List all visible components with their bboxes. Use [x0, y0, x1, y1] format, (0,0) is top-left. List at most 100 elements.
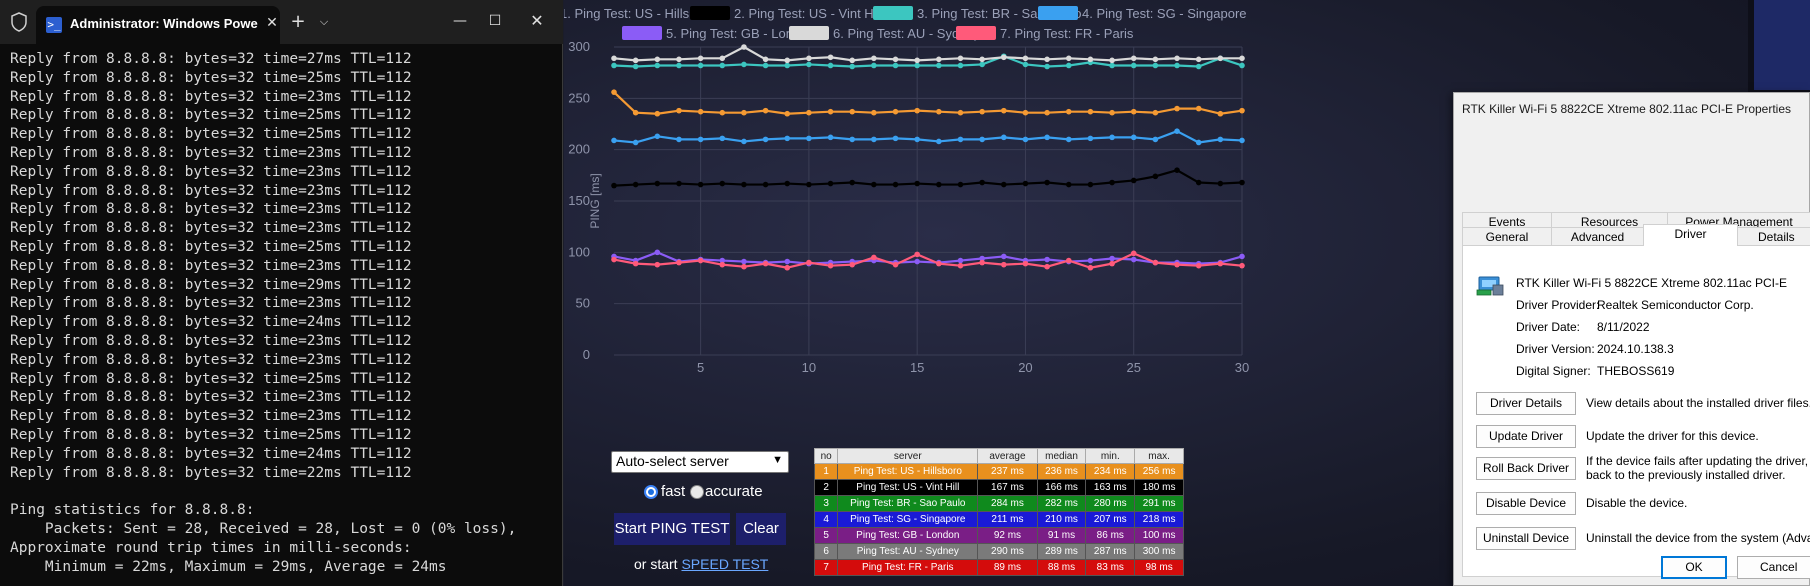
data-point	[1239, 107, 1245, 114]
chevron-down-icon[interactable]: ⌵	[319, 15, 329, 28]
data-point	[741, 258, 747, 265]
driver-date-label: Driver Date:	[1516, 320, 1581, 334]
data-point	[1174, 55, 1180, 62]
new-tab-icon[interactable]: +	[290, 11, 306, 32]
tab-advanced[interactable]: Advanced	[1551, 227, 1644, 246]
data-point	[1217, 180, 1224, 187]
data-point	[871, 109, 877, 116]
minimize-icon[interactable]: —	[453, 13, 467, 29]
data-point	[632, 63, 639, 70]
data-point	[1195, 262, 1202, 269]
maximize-icon[interactable]: ☐	[488, 13, 502, 29]
terminal-output[interactable]: Reply from 8.8.8.8: bytes=32 time=27ms T…	[10, 50, 555, 586]
data-point	[1152, 109, 1159, 116]
data-point	[1239, 55, 1245, 62]
terminal-line: Reply from 8.8.8.8: bytes=32 time=23ms T…	[10, 408, 412, 425]
fast-radio[interactable]	[644, 485, 658, 499]
data-point	[957, 62, 964, 69]
results-cell-no: 7	[813, 559, 839, 576]
y-tick-label: 250	[568, 90, 590, 105]
data-point	[1109, 260, 1115, 267]
data-point	[784, 135, 791, 142]
data-point	[1044, 263, 1050, 270]
fast-radio-label[interactable]: fast	[661, 483, 686, 500]
data-point	[1000, 107, 1007, 114]
accurate-radio-label[interactable]: accurate	[705, 483, 763, 500]
start-ping-test-button[interactable]: Start PING TEST	[614, 513, 730, 545]
roll-back-driver-button[interactable]: Roll Back Driver	[1476, 457, 1576, 480]
series-line	[613, 91, 1243, 115]
speed-test-link[interactable]: SPEED TEST	[681, 556, 769, 572]
tab-driver[interactable]: Driver	[1643, 224, 1738, 246]
data-point	[1239, 253, 1245, 260]
results-header-cell: min.	[1085, 448, 1136, 464]
uninstall-device-button[interactable]: Uninstall Device	[1476, 527, 1576, 550]
results-header-cell: median	[1036, 448, 1087, 464]
y-tick-label: 150	[568, 193, 590, 208]
data-point	[1174, 167, 1180, 173]
data-point	[892, 56, 899, 63]
close-tab-icon[interactable]: ✕	[266, 15, 278, 31]
data-point	[871, 55, 877, 62]
data-point	[1174, 128, 1180, 134]
y-tick-label: 50	[576, 296, 590, 311]
data-point	[1239, 137, 1245, 144]
data-point	[741, 44, 747, 50]
data-point	[1152, 259, 1159, 266]
tab-general[interactable]: General	[1462, 227, 1552, 246]
data-point	[1239, 262, 1245, 269]
terminal-line: Reply from 8.8.8.8: bytes=32 time=25ms T…	[10, 238, 412, 255]
terminal-titlebar[interactable]: >_ Administrator: Windows Powe ✕ + ⌵ — ☐…	[0, 0, 563, 44]
results-cell-median: 91 ms	[1036, 527, 1087, 544]
results-cell-max: 256 ms	[1134, 463, 1184, 480]
update-driver-desc: Update the driver for this device.	[1586, 429, 1759, 443]
update-driver-button[interactable]: Update Driver	[1476, 425, 1576, 448]
network-adapter-icon	[1476, 276, 1504, 296]
data-point	[871, 181, 877, 188]
data-point	[979, 259, 985, 266]
uninstall-device-desc: Uninstall the device from the system (Ad…	[1586, 531, 1810, 545]
terminal-line: Reply from 8.8.8.8: bytes=32 time=24ms T…	[10, 445, 412, 462]
data-point	[676, 136, 682, 143]
dialog-title: RTK Killer Wi-Fi 5 8822CE Xtreme 802.11a…	[1462, 102, 1792, 116]
server-select[interactable]: Auto-select server ▼	[611, 451, 789, 473]
data-point	[741, 61, 747, 68]
results-cell-server: Ping Test: BR - Sao Paulo	[837, 495, 979, 512]
data-point	[957, 257, 964, 264]
results-cell-server: Ping Test: US - Hillsboro	[837, 463, 979, 480]
results-cell-server: Ping Test: GB - London	[837, 527, 979, 544]
device-name: RTK Killer Wi-Fi 5 8822CE Xtreme 802.11a…	[1516, 276, 1787, 290]
data-point	[914, 62, 920, 69]
data-point	[957, 55, 964, 62]
data-point	[914, 136, 920, 143]
terminal-line: Reply from 8.8.8.8: bytes=32 time=23ms T…	[10, 295, 412, 312]
results-header-cell: no	[813, 448, 839, 464]
results-cell-median: 88 ms	[1036, 559, 1087, 576]
close-icon[interactable]: ✕	[530, 11, 544, 30]
clear-button[interactable]: Clear	[736, 513, 786, 545]
x-tick-label: 30	[1235, 360, 1249, 375]
disable-device-button[interactable]: Disable Device	[1476, 492, 1576, 515]
digital-signer-value: THEBOSS619	[1597, 364, 1675, 378]
data-point	[719, 55, 726, 62]
terminal-line: Reply from 8.8.8.8: bytes=32 time=23ms T…	[10, 220, 412, 237]
data-point	[1065, 181, 1072, 188]
data-point	[827, 108, 834, 115]
data-point	[632, 57, 639, 64]
x-tick-label: 10	[802, 360, 816, 375]
data-point	[784, 62, 791, 69]
data-point	[871, 62, 877, 69]
driver-details-button[interactable]: Driver Details	[1476, 392, 1576, 415]
data-point	[784, 110, 791, 117]
accurate-radio[interactable]	[690, 485, 704, 499]
data-point	[914, 107, 920, 114]
legend-swatch	[622, 26, 662, 40]
driver-version-label: Driver Version:	[1516, 342, 1595, 356]
tab-resources[interactable]: Resources	[1551, 212, 1668, 231]
terminal-tab[interactable]: >_ Administrator: Windows Powe ✕	[36, 6, 280, 44]
ok-button[interactable]: OK	[1661, 556, 1727, 579]
tab-details[interactable]: Details	[1737, 227, 1810, 246]
legend-swatch	[956, 26, 996, 40]
data-point	[1109, 134, 1115, 141]
cancel-button[interactable]: Cancel	[1737, 556, 1810, 579]
